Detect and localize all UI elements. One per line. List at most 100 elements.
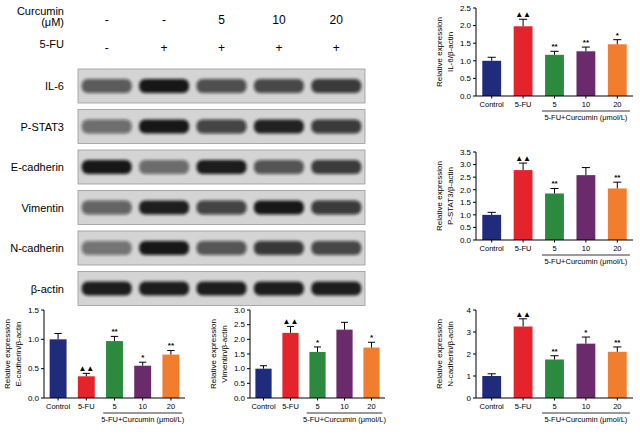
band — [311, 282, 361, 296]
band — [311, 241, 361, 255]
error-bar-stem — [554, 188, 555, 193]
treatment-value: - — [105, 41, 109, 55]
x-tick — [585, 240, 586, 243]
significance: ** — [614, 338, 621, 347]
blot-frame — [78, 191, 365, 225]
x-tick-label: 5 — [552, 244, 556, 253]
chart: ▲▲*****0.00.51.01.52.02.5Control5-FU5102… — [435, 4, 633, 122]
y-tick-label: 1.5 — [234, 350, 246, 359]
bar — [162, 355, 179, 398]
protein-label: N-cadherin — [10, 242, 64, 254]
band — [197, 79, 247, 93]
y-tick-label: 1 — [467, 372, 472, 381]
y-axis — [44, 310, 45, 398]
error-bar-cap — [488, 57, 496, 58]
y-tick — [473, 152, 476, 153]
bar — [482, 215, 501, 240]
x-tick-label: 5-FU — [515, 100, 532, 109]
y-tick — [247, 354, 250, 355]
error-bar-stem — [317, 347, 318, 352]
error-bar — [613, 40, 621, 45]
significance: ** — [551, 179, 558, 188]
band — [82, 282, 132, 296]
treatment-label: Curcumin(μM) — [17, 5, 64, 28]
treatment-value: 20 — [330, 13, 344, 27]
significance: ** — [551, 347, 558, 356]
treatment-value: + — [161, 41, 168, 55]
band — [311, 160, 361, 174]
error-bar-cap — [488, 212, 496, 213]
significance: * — [616, 31, 620, 40]
bar — [482, 61, 501, 96]
y-tick-label: 1.0 — [28, 335, 40, 344]
y-tick — [473, 177, 476, 178]
error-bar-stem — [554, 51, 555, 55]
y-tick-label: 3 — [467, 328, 472, 337]
error-bar — [519, 319, 527, 327]
protein-label: Vimentin — [21, 202, 64, 214]
y-tick — [473, 25, 476, 26]
y-tick-label: 2 — [467, 350, 472, 359]
blot-frame — [78, 110, 365, 144]
error-bar — [550, 188, 558, 193]
x-tick-label: 10 — [582, 244, 590, 253]
y-tick-label: 0.0 — [460, 236, 472, 245]
error-bar — [368, 342, 375, 347]
treatment-value: - — [105, 13, 109, 27]
bar — [106, 341, 123, 398]
y-tick-label: 0.5 — [234, 379, 246, 388]
y-tick-label: 2.5 — [460, 4, 472, 13]
error-bar-stem — [170, 350, 171, 354]
band — [139, 120, 189, 134]
band — [139, 241, 189, 255]
x-tick-label: 10 — [582, 402, 590, 411]
error-bar — [54, 333, 61, 339]
bar — [134, 366, 151, 398]
band — [197, 120, 247, 134]
bar — [336, 330, 352, 398]
x-tick-label: 5-FU — [282, 402, 299, 411]
significance: * — [370, 333, 374, 342]
y-tick-label: 0.0 — [28, 394, 40, 403]
error-bar-stem — [523, 19, 524, 26]
band — [311, 79, 361, 93]
y-tick-label: 2.0 — [460, 21, 472, 30]
group-line — [542, 111, 630, 112]
treatment-value: - — [162, 13, 166, 27]
y-tick — [473, 376, 476, 377]
x-tick-label: Control — [480, 402, 505, 411]
error-bar-stem — [58, 333, 59, 339]
error-bar — [287, 326, 294, 332]
x-axis-label: 5-FU+Curcumin (μmol/L) — [303, 415, 386, 424]
bar — [545, 55, 564, 96]
y-tick — [247, 339, 250, 340]
bar — [514, 170, 533, 240]
treatment-label-line: 5-FU — [40, 38, 65, 50]
x-tick-label: 10 — [582, 100, 590, 109]
y-tick-label: 1.5 — [28, 306, 40, 315]
protein-label: IL-6 — [45, 80, 64, 92]
bar — [576, 51, 595, 96]
bar — [255, 369, 271, 398]
y-tick-label: 2.0 — [234, 335, 246, 344]
plot-area — [50, 333, 180, 398]
error-bar — [488, 57, 496, 61]
group-line — [542, 255, 630, 256]
x-tick-label: 5 — [552, 402, 556, 411]
error-bar-stem — [142, 362, 143, 366]
bar — [309, 352, 325, 398]
band — [254, 160, 304, 174]
error-bar — [260, 366, 267, 369]
x-tick — [263, 398, 264, 401]
x-tick — [170, 398, 171, 401]
y-tick — [41, 398, 44, 399]
error-bar-cap — [260, 365, 267, 366]
y-tick-label: 1.0 — [460, 211, 472, 220]
x-tick — [491, 96, 492, 99]
x-tick-label: 5-FU — [78, 402, 95, 411]
treatment-value: 5 — [218, 13, 225, 27]
y-tick-label: 0.5 — [460, 74, 472, 83]
chart: ▲▲*****0.00.51.01.5Control5-FU510205-FU+… — [3, 306, 185, 424]
y-tick — [473, 202, 476, 203]
bar — [608, 188, 627, 240]
